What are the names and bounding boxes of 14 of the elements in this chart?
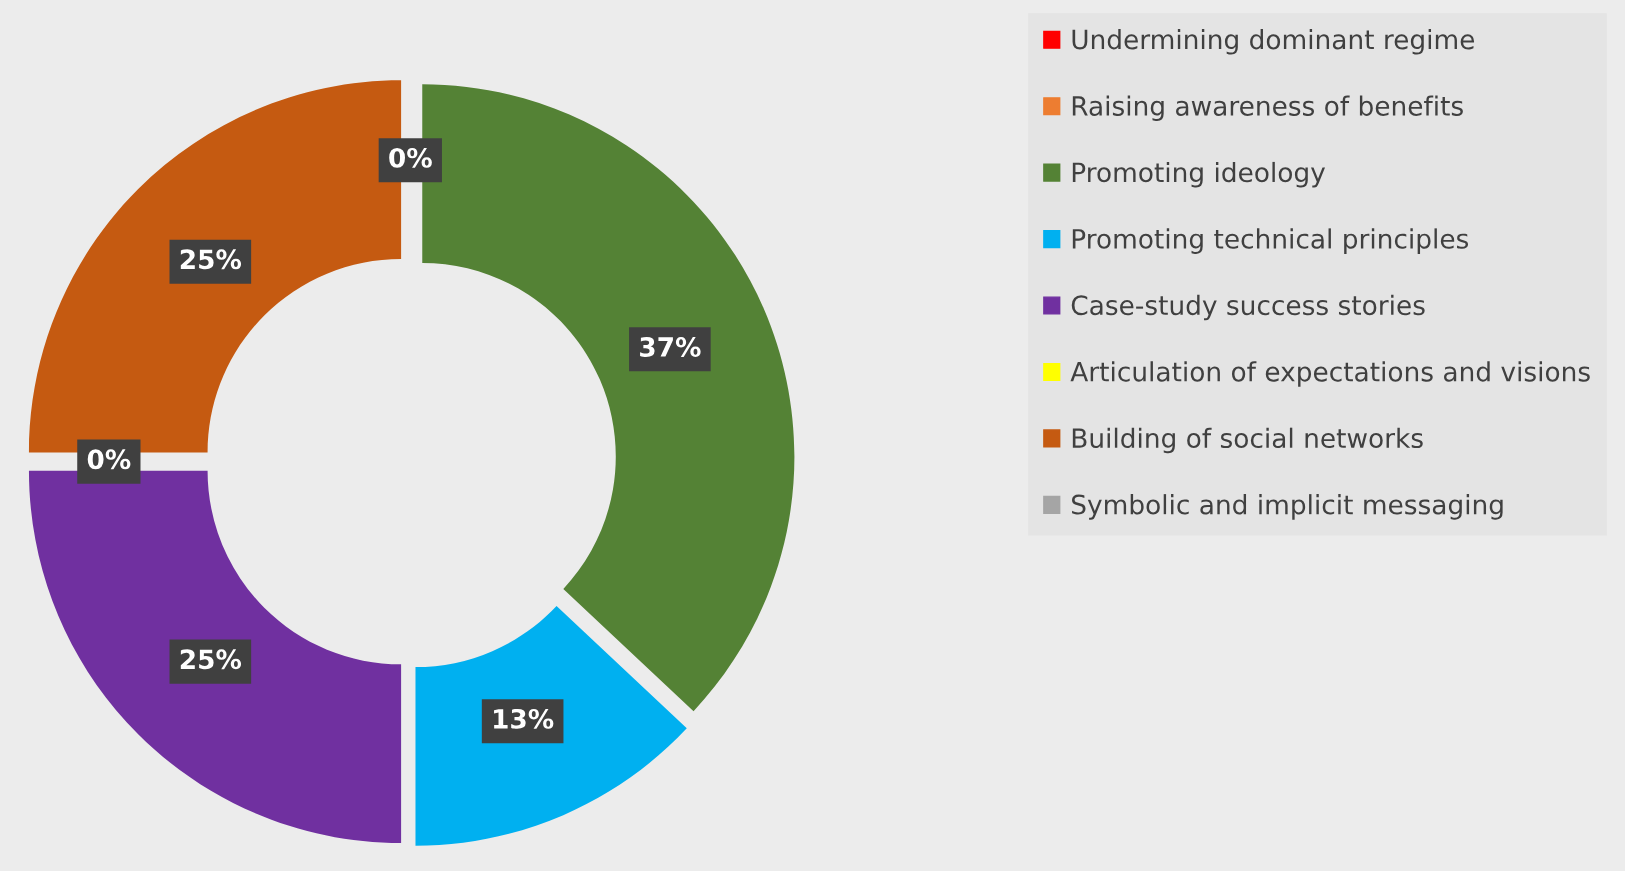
legend-label: Building of social networks bbox=[1072, 427, 1423, 454]
text: 0% bbox=[389, 147, 432, 168]
legend-label: Symbolic and implicit messaging bbox=[1071, 494, 1503, 520]
data-label: 25% bbox=[180, 649, 242, 670]
legend-label: Promoting ideology bbox=[1072, 161, 1326, 188]
data-label: 25% bbox=[180, 249, 242, 270]
text: 0% bbox=[87, 449, 131, 470]
legend-label: Articulation of expectations and visions bbox=[1070, 361, 1590, 387]
legend-label: Undermining dominant regime bbox=[1072, 29, 1475, 55]
legend-label: Promoting technical principles bbox=[1072, 228, 1469, 254]
data-label: 13% bbox=[494, 708, 554, 729]
data-label: 37% bbox=[640, 337, 701, 357]
legend-label: Raising awareness of benefits bbox=[1072, 95, 1463, 122]
legend-label: Case-study success stories bbox=[1071, 294, 1425, 321]
